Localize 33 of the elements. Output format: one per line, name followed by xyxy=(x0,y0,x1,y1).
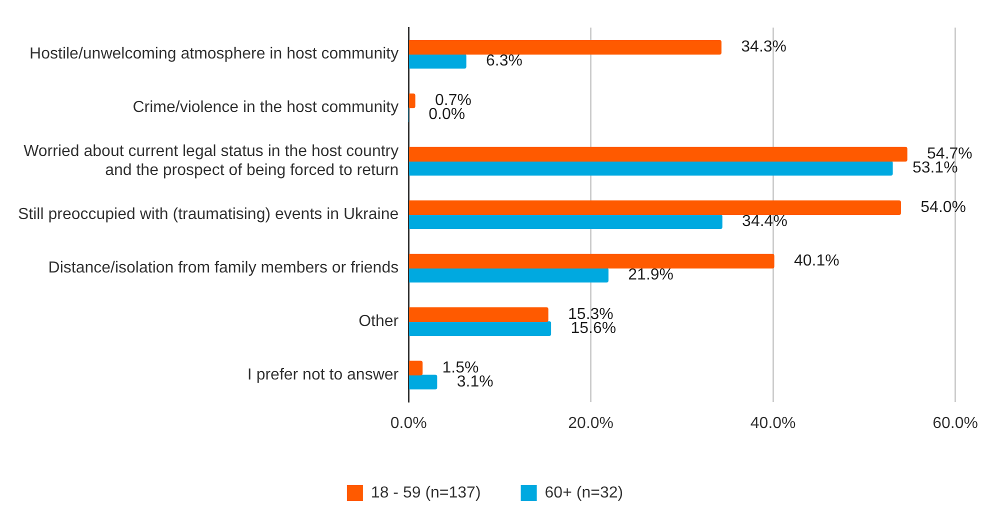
bar xyxy=(409,214,722,230)
bar xyxy=(409,307,548,322)
x-tick-label: 20.0% xyxy=(568,414,614,432)
bar xyxy=(409,321,552,336)
bar xyxy=(409,360,423,376)
x-tick-label: 60.0% xyxy=(932,414,978,432)
bar xyxy=(409,268,608,282)
bar xyxy=(409,374,438,390)
data-label: 40.1% xyxy=(794,252,840,270)
bar xyxy=(409,40,722,55)
bar xyxy=(409,254,774,268)
bar xyxy=(409,160,893,176)
x-tick-label: 40.0% xyxy=(750,414,796,432)
data-label: 34.4% xyxy=(742,213,788,230)
data-label: 6.3% xyxy=(486,52,522,70)
bar xyxy=(409,200,901,216)
bar xyxy=(409,93,416,108)
x-tick-label: 0.0% xyxy=(390,414,427,432)
data-label: 54.0% xyxy=(920,199,966,216)
y-tick-label: Other xyxy=(358,313,400,330)
y-tick-label: Worried about current legal status in the host country and the prospect of being forced to return xyxy=(24,143,399,180)
data-label: 21.9% xyxy=(628,266,674,284)
y-tick-label: Still preoccupied with (traumatising) events in Ukraine xyxy=(18,206,399,224)
y-tick-label: Crime/violence in the host community xyxy=(132,99,399,116)
y-tick-label: I prefer not to answer xyxy=(247,366,400,384)
data-label: 15.6% xyxy=(570,320,616,338)
bar xyxy=(409,146,908,162)
bar xyxy=(409,54,466,69)
data-label: 34.3% xyxy=(741,38,787,56)
legend-label: 18 - 59 (n=137) xyxy=(370,484,481,502)
y-tick-label: Hostile/unwelcoming atmosphere in host community xyxy=(30,46,399,63)
y-tick-label: Distance/isolation from family members or friends xyxy=(48,260,399,277)
legend-label: 60+ (n=32) xyxy=(544,484,624,502)
